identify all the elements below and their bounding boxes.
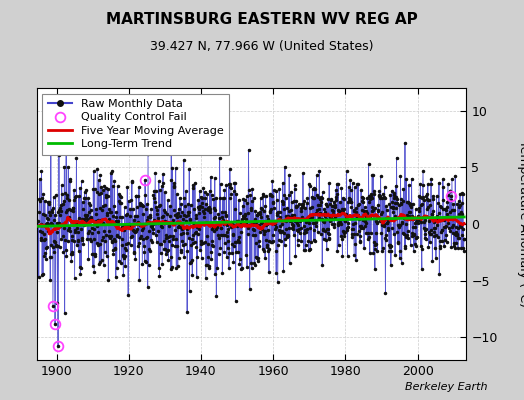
Text: Berkeley Earth: Berkeley Earth bbox=[405, 382, 487, 392]
Y-axis label: Temperature Anomaly (°C): Temperature Anomaly (°C) bbox=[517, 140, 524, 308]
Legend: Raw Monthly Data, Quality Control Fail, Five Year Moving Average, Long-Term Tren: Raw Monthly Data, Quality Control Fail, … bbox=[42, 94, 230, 155]
Text: 39.427 N, 77.966 W (United States): 39.427 N, 77.966 W (United States) bbox=[150, 40, 374, 53]
Text: MARTINSBURG EASTERN WV REG AP: MARTINSBURG EASTERN WV REG AP bbox=[106, 12, 418, 27]
